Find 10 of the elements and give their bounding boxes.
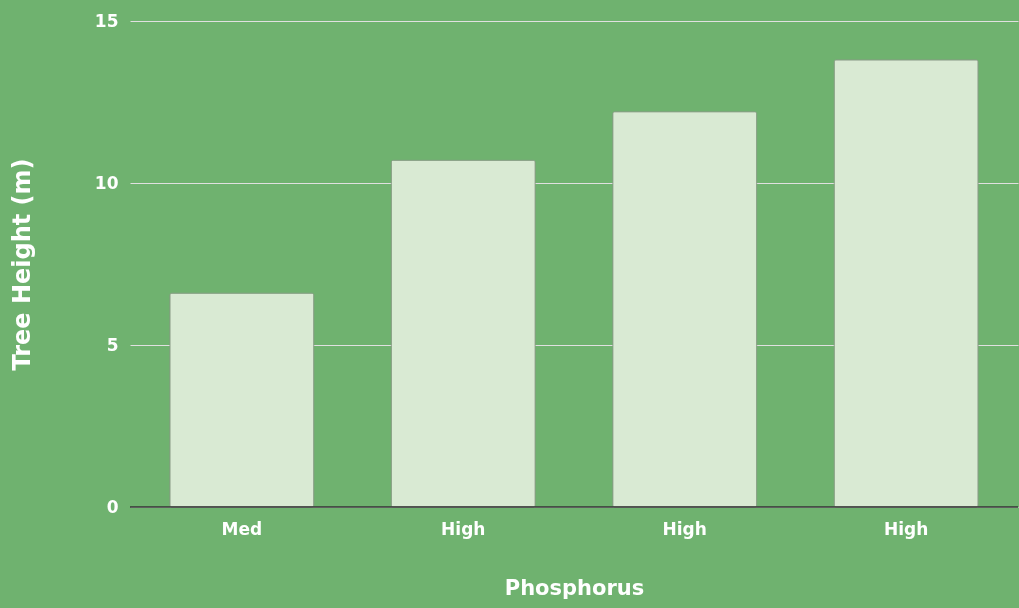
x-tick-label: High <box>884 518 929 539</box>
x-axis-title: Phosphorus <box>504 575 645 600</box>
y-tick-label: 5 <box>106 334 119 355</box>
y-tick-label: 15 <box>94 10 119 31</box>
y-axis-title: Tree Height (m) <box>7 158 36 371</box>
y-tick-label: 0 <box>106 496 119 517</box>
x-tick-label: High <box>441 518 486 539</box>
x-tick-label: High <box>662 518 707 539</box>
y-tick-label: 10 <box>94 172 119 193</box>
x-tick-label: Med <box>221 518 263 539</box>
